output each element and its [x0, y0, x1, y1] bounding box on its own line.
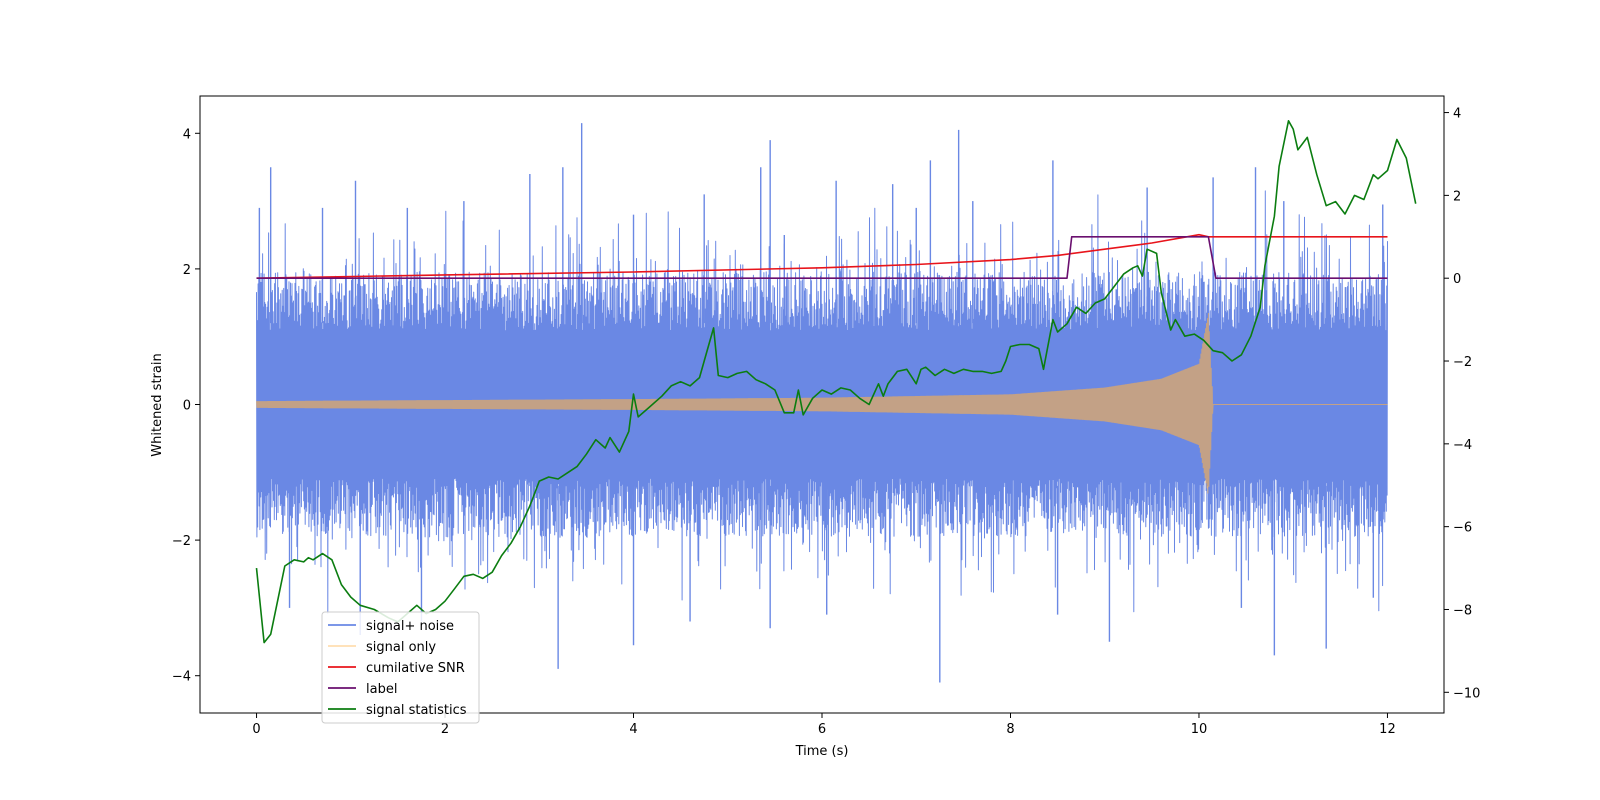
legend-item: cumilative SNR [328, 661, 465, 676]
series-signal-statistics [255, 120, 1417, 644]
y-axis-left: −4 −2 0 2 4 [172, 127, 200, 685]
y-tick-label: 4 [183, 127, 191, 142]
series-label [256, 236, 1388, 279]
legend-item: signal+ noise [328, 619, 454, 634]
legend-label: signal statistics [366, 703, 467, 718]
series-signal-only [256, 312, 1388, 494]
x-tick-label: 0 [252, 722, 260, 737]
y2-tick-label: −8 [1453, 603, 1472, 618]
legend-label: cumilative SNR [366, 661, 465, 676]
y-tick-label: 0 [183, 399, 191, 414]
y2-tick-label: 2 [1453, 189, 1461, 204]
x-axis-label: Time (s) [795, 744, 849, 759]
legend-item: signal statistics [328, 703, 467, 718]
series-signal-noise [256, 123, 1388, 683]
x-axis: 0 2 4 6 8 10 12 [252, 713, 1396, 737]
y2-tick-label: 4 [1453, 107, 1461, 122]
y2-tick-label: −10 [1453, 686, 1480, 701]
y-axis-right: −10 −8 −6 −4 −2 0 2 4 [1444, 107, 1480, 701]
x-tick-label: 2 [441, 722, 449, 737]
x-tick-label: 4 [629, 722, 637, 737]
y-tick-label: −4 [172, 670, 191, 685]
legend: signal+ noise signal only cumilative SNR la… [321, 611, 480, 724]
y-axis-label: Whitened strain [150, 353, 165, 456]
legend-box [321, 611, 480, 724]
legend-item: signal only [328, 640, 436, 655]
legend-item: label [328, 682, 397, 697]
y2-tick-label: −6 [1453, 521, 1472, 536]
y2-tick-label: −2 [1453, 355, 1472, 370]
series-cumilative-snr [256, 233, 1388, 279]
y-tick-label: −2 [172, 534, 191, 549]
x-tick-label: 10 [1191, 722, 1208, 737]
x-tick-label: 8 [1006, 722, 1014, 737]
signal-trace [256, 312, 1388, 494]
y2-tick-label: −4 [1453, 438, 1472, 453]
y-tick-label: 2 [183, 263, 191, 278]
series-layer [255, 120, 1417, 683]
x-tick-label: 12 [1379, 722, 1396, 737]
y2-tick-label: 0 [1453, 272, 1461, 287]
noise-trace [256, 190, 1388, 618]
legend-label: signal only [366, 640, 436, 655]
legend-label: signal+ noise [366, 619, 454, 634]
legend-label: label [366, 682, 397, 697]
x-tick-label: 6 [818, 722, 826, 737]
